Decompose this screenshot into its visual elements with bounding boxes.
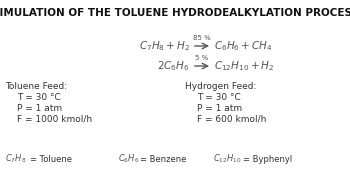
Text: 5 %: 5 %	[195, 55, 209, 61]
Text: T = 30 °C: T = 30 °C	[197, 93, 241, 102]
Text: $C_{12}H_{10} + H_2$: $C_{12}H_{10} + H_2$	[214, 59, 274, 73]
Text: $C_7H_8 + H_2$: $C_7H_8 + H_2$	[139, 39, 190, 53]
Text: T = 30 °C: T = 30 °C	[17, 93, 61, 102]
Text: $C_{12}H_{10}$: $C_{12}H_{10}$	[213, 153, 242, 165]
Text: = Benzene: = Benzene	[140, 155, 186, 164]
Text: = Toluene: = Toluene	[30, 155, 72, 164]
Text: 85 %: 85 %	[193, 35, 211, 41]
Text: Hydrogen Feed:: Hydrogen Feed:	[185, 82, 256, 91]
Text: Toluene Feed:: Toluene Feed:	[5, 82, 67, 91]
Text: P = 1 atm: P = 1 atm	[197, 104, 242, 113]
Text: F = 600 kmol/h: F = 600 kmol/h	[197, 115, 266, 124]
Text: = Byphenyl: = Byphenyl	[243, 155, 292, 164]
Text: $C_6H_6 + CH_4$: $C_6H_6 + CH_4$	[214, 39, 273, 53]
Text: F = 1000 kmol/h: F = 1000 kmol/h	[17, 115, 92, 124]
Text: P = 1 atm: P = 1 atm	[17, 104, 62, 113]
Text: SIMULATION OF THE TOLUENE HYDRODEALKYLATION PROCESS: SIMULATION OF THE TOLUENE HYDRODEALKYLAT…	[0, 8, 350, 18]
Text: $2C_6H_6$: $2C_6H_6$	[157, 59, 190, 73]
Text: $C_7H_8$: $C_7H_8$	[5, 153, 27, 165]
Text: $C_6H_6$: $C_6H_6$	[118, 153, 139, 165]
